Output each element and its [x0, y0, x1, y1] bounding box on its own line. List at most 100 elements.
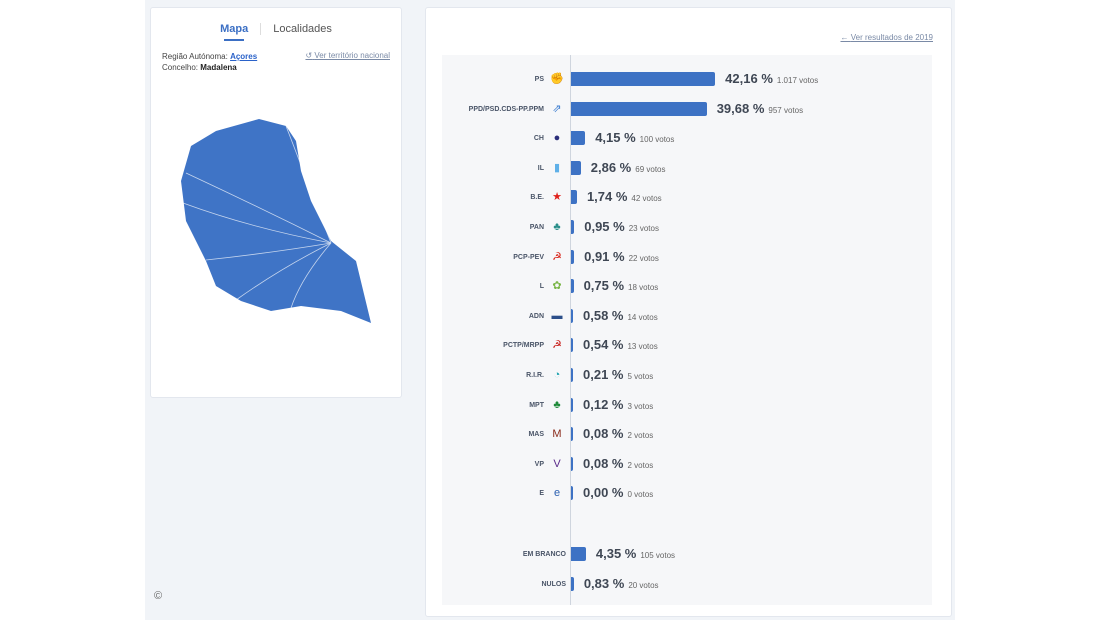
- party-row[interactable]: R.I.R. ◔ 0,21 % 5 votos: [442, 365, 932, 385]
- party-row[interactable]: B.E. ★ 1,74 % 42 votos: [442, 187, 932, 207]
- votes-label: 2 votos: [627, 431, 654, 441]
- votes-label: 42 votos: [631, 194, 662, 204]
- percent-label: 0,83 %: [583, 575, 625, 591]
- party-name: VP: [534, 460, 544, 468]
- national-territory-label: Ver território nacional: [314, 51, 390, 60]
- result-value: 0,08 % 2 votos: [583, 426, 653, 444]
- votes-label: 5 votos: [627, 372, 654, 381]
- council-label: Concelho:: [162, 63, 199, 72]
- mas-text-icon: M: [552, 428, 562, 441]
- result-bar: [571, 576, 574, 591]
- result-bar: [571, 427, 573, 442]
- result-bar: [571, 220, 575, 234]
- result-value: 0,95 % 23 votos: [584, 219, 659, 237]
- ps-fist-rose-icon: ✊: [550, 73, 564, 85]
- result-value: 0,54 % 13 votos: [583, 337, 658, 355]
- ergue-text-icon: e: [553, 487, 561, 500]
- location-info: Região Autónoma: Açores Concelho: Madale…: [162, 51, 282, 73]
- percent-label: 0,58 %: [583, 307, 624, 323]
- result-bar: [571, 397, 573, 412]
- tab-localidades[interactable]: Localidades: [273, 23, 332, 35]
- view-tabs: Mapa Localidades: [151, 23, 401, 41]
- livre-poppy-icon: ✿: [552, 280, 562, 293]
- party-row[interactable]: PCTP/MRPP ☭ 0,54 % 13 votos: [442, 335, 932, 355]
- result-bar: [571, 131, 586, 146]
- votes-label: 100 votos: [639, 135, 675, 145]
- result-value: 0,83 % 20 votos: [584, 576, 659, 594]
- percent-label: 0,75 %: [583, 278, 625, 294]
- region-label: Região Autónoma:: [162, 52, 228, 61]
- mpt-clover-icon: ♣: [553, 398, 561, 411]
- percent-label: 0,21 %: [583, 367, 624, 382]
- result-bar: [571, 72, 716, 86]
- party-row[interactable]: MPT ♣ 0,12 % 3 votos: [442, 395, 932, 415]
- chart-axis: [570, 55, 571, 605]
- percent-label: 0,00 %: [583, 485, 624, 501]
- party-name: EM BRANCO: [522, 551, 566, 558]
- copyright-icon: ©: [154, 590, 163, 602]
- result-bar: [571, 547, 586, 561]
- party-row[interactable]: PPD/PSD.CDS-PP.PPM ⇗ 39,68 % 957 votos: [442, 99, 932, 119]
- result-bar: [571, 279, 574, 294]
- results-panel: ← Ver resultados de 2019 PS ✊ 42,16 % 1.017…: [425, 7, 952, 617]
- party-row[interactable]: PCP-PEV ☭ 0,91 % 22 votos: [442, 247, 932, 267]
- party-row[interactable]: EM BRANCO 4,35 % 105 votos: [442, 544, 932, 564]
- result-value: 0,00 % 0 votos: [583, 485, 653, 503]
- arrow-left-icon: ←: [840, 33, 849, 42]
- party-row[interactable]: IL ▮ 2,86 % 69 votos: [442, 158, 932, 178]
- result-value: 42,16 % 1.017 votos: [725, 71, 818, 89]
- il-square-icon: ▮: [553, 161, 561, 174]
- party-name: MAS: [528, 431, 544, 439]
- party-name: CH: [533, 135, 544, 143]
- madalena-shape[interactable]: [181, 119, 371, 323]
- percent-label: 0,08 %: [583, 455, 624, 471]
- votes-label: 3 votos: [627, 401, 654, 411]
- volt-text-icon: V: [553, 457, 561, 470]
- party-row[interactable]: PAN ♣ 0,95 % 23 votos: [442, 217, 932, 237]
- result-value: 39,68 % 957 votos: [717, 101, 803, 119]
- cdu-hammer-sun-icon: ☭: [552, 250, 562, 263]
- percent-label: 1,74 %: [586, 189, 628, 205]
- votes-label: 1.017 votos: [776, 76, 819, 85]
- party-row[interactable]: L ✿ 0,75 % 18 votos: [442, 276, 932, 296]
- pan-tree-icon: ♣: [553, 221, 561, 233]
- party-row[interactable]: PS ✊ 42,16 % 1.017 votos: [442, 69, 932, 89]
- tab-mapa[interactable]: Mapa: [208, 23, 260, 41]
- results-2019-link[interactable]: ← Ver resultados de 2019: [840, 33, 933, 42]
- region-link[interactable]: Açores: [230, 52, 258, 61]
- votes-label: 23 votos: [628, 224, 659, 233]
- party-name: B.E.: [530, 194, 544, 202]
- party-row[interactable]: VP V 0,08 % 2 votos: [442, 454, 932, 474]
- result-bar: [571, 456, 573, 471]
- result-value: 2,86 % 69 votos: [591, 160, 666, 178]
- percent-label: 0,12 %: [583, 396, 624, 412]
- votes-label: 14 votos: [627, 312, 658, 322]
- votes-label: 22 votos: [628, 253, 659, 263]
- municipality-map[interactable]: [151, 8, 401, 397]
- votes-label: 0 votos: [627, 490, 654, 500]
- party-name: NULOS: [541, 580, 567, 588]
- rir-drop-icon: ◔: [553, 369, 561, 381]
- votes-label: 957 votos: [768, 105, 804, 115]
- party-row[interactable]: CH ● 4,15 % 100 votos: [442, 128, 932, 148]
- party-name: PCTP/MRPP: [503, 342, 544, 350]
- result-value: 0,91 % 22 votos: [584, 249, 659, 267]
- tab-divider: [260, 23, 262, 36]
- adn-box-icon: ▬: [551, 309, 563, 322]
- national-territory-link[interactable]: ↺ Ver território nacional: [305, 51, 390, 60]
- result-value: 4,15 % 100 votos: [595, 130, 674, 148]
- party-name: PCP-PEV: [513, 253, 544, 261]
- result-value: 0,12 % 3 votos: [583, 397, 653, 415]
- ad-arrows-icon: ⇗: [552, 102, 562, 115]
- map-panel: Mapa Localidades Região Autónoma: Açores …: [150, 7, 402, 398]
- party-row[interactable]: MAS M 0,08 % 2 votos: [442, 424, 932, 444]
- party-name: IL: [537, 164, 544, 172]
- result-bar: [571, 101, 707, 116]
- be-star-icon: ★: [552, 191, 562, 204]
- party-name: L: [539, 283, 544, 291]
- result-value: 0,58 % 14 votos: [583, 308, 658, 326]
- party-row[interactable]: ADN ▬ 0,58 % 14 votos: [442, 306, 932, 326]
- percent-label: 0,91 %: [584, 248, 625, 264]
- party-row[interactable]: NULOS 0,83 % 20 votos: [442, 574, 932, 594]
